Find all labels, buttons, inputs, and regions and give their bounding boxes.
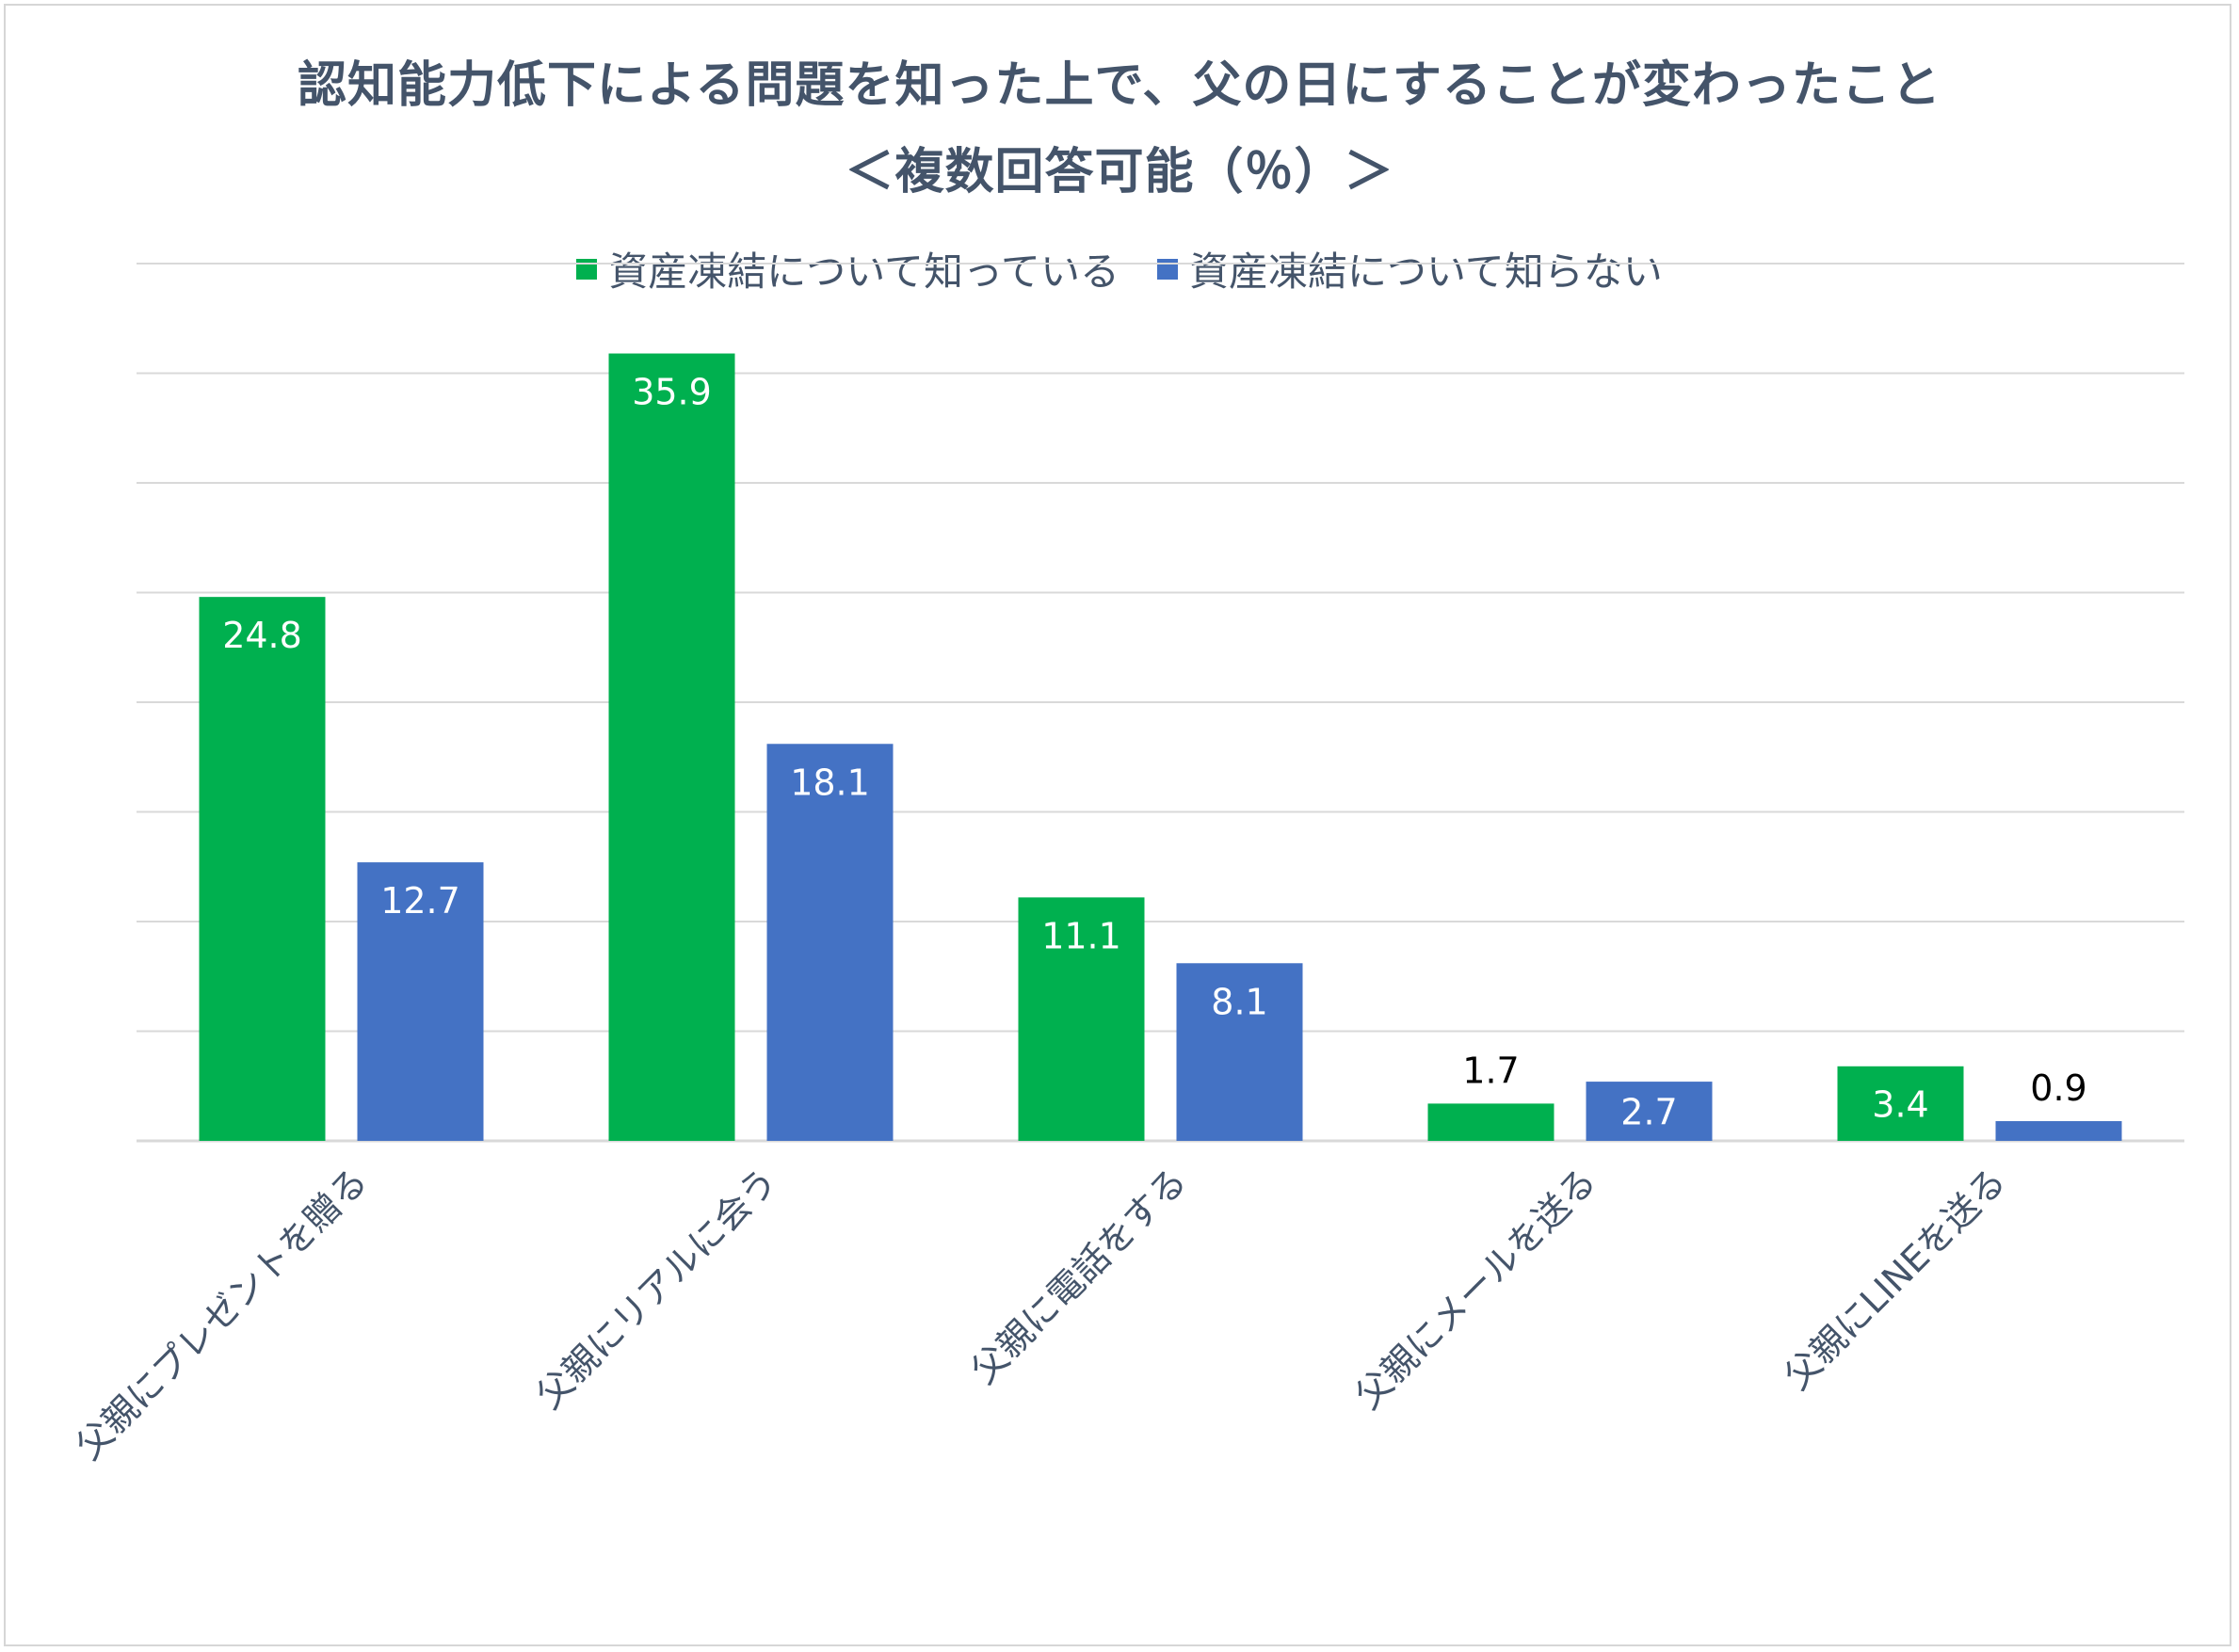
x-tick-label: 父親にメールを送る <box>1347 1160 1604 1417</box>
x-tick-label: 父親にリアルに会う <box>528 1160 785 1417</box>
x-tick-label: 父親にLINEを送る <box>1777 1160 2014 1397</box>
x-tick-label: 父親にプレゼントを贈る <box>68 1160 376 1468</box>
bar <box>608 353 735 1141</box>
data-label: 24.8 <box>222 615 302 656</box>
bar <box>357 862 484 1141</box>
bar <box>766 744 894 1141</box>
bar <box>1995 1121 2122 1141</box>
bar <box>1837 1066 1964 1141</box>
legend-label-known: 資産凍結について知っている <box>608 249 1120 295</box>
x-tick-label: 父親に電話をする <box>963 1160 1195 1391</box>
chart-title: 認知能力低下による問題を知った上で、父の日にすることが変わったこと <box>298 57 1941 114</box>
bar <box>199 597 326 1141</box>
legend-label-unknown: 資産凍結について知らない <box>1188 249 1663 295</box>
data-label: 0.9 <box>2030 1067 2086 1109</box>
data-label: 11.1 <box>1041 915 1121 956</box>
data-label: 8.1 <box>1211 981 1267 1022</box>
bar <box>1018 897 1145 1141</box>
data-label: 35.9 <box>632 372 712 413</box>
bar <box>1427 1103 1554 1141</box>
chart-frame <box>4 4 2231 1646</box>
data-label: 3.4 <box>1872 1083 1928 1125</box>
data-label: 18.1 <box>790 762 870 803</box>
data-label: 12.7 <box>380 880 460 922</box>
chart-subtitle: ＜複数回答可能（％）＞ <box>845 144 1394 200</box>
data-label: 2.7 <box>1620 1092 1677 1133</box>
bar <box>1176 963 1303 1141</box>
legend-item-unknown: 資産凍結について知らない <box>1156 240 1663 297</box>
data-label: 1.7 <box>1462 1050 1519 1091</box>
bar <box>1586 1082 1713 1141</box>
